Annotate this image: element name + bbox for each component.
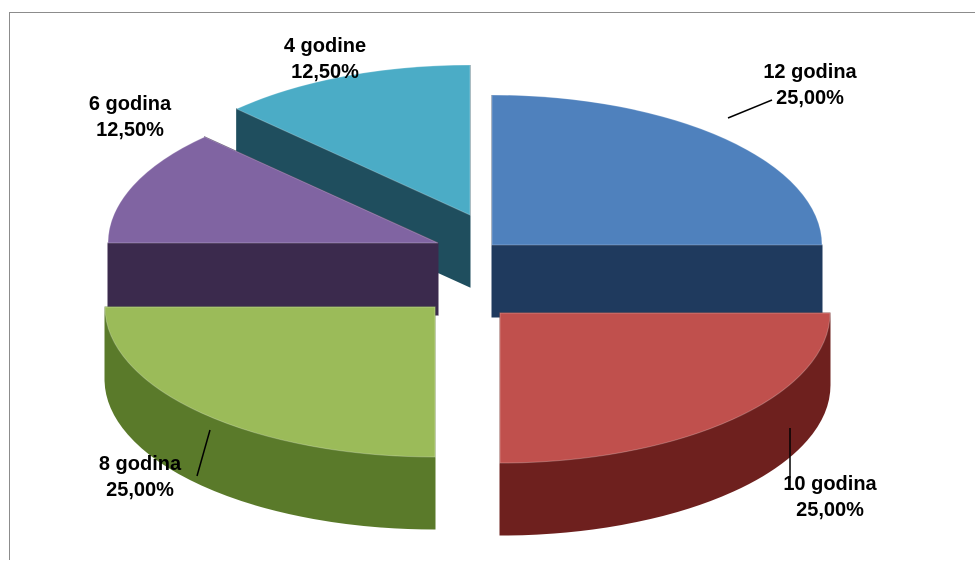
slice-value-label-2: 25,00% [796,499,864,521]
slice-label-5: 4 godine [284,35,366,57]
leader-line-3 [196,429,211,477]
pie-slice-1 [491,94,823,318]
pie-slice-top-2 [499,312,831,464]
pie-slice-top-1 [491,94,823,246]
pie-slice-2 [499,312,831,536]
leader-line-1 [727,99,773,119]
pie-slice-3 [104,306,436,530]
pie-slice-top-5 [235,64,471,216]
slice-value-label-1: 25,00% [776,87,844,109]
pie-slice-top-3 [104,306,436,458]
slice-value-label-4: 12,50% [96,119,164,141]
slice-label-1: 12 godina [763,61,857,83]
pie-slice-top-4 [107,136,439,244]
slice-value-label-5: 12,50% [291,61,359,83]
slice-value-label-3: 25,00% [106,479,174,501]
chart-frame [9,12,975,560]
pie-slice-4 [107,136,439,316]
pie-slice-cut-1-1 [491,244,823,318]
slice-label-3: 8 godina [99,453,182,475]
slice-label-2: 10 godina [783,473,877,495]
slice-label-4: 6 godina [89,93,172,115]
pie-slice-cut-4-0 [107,242,439,316]
